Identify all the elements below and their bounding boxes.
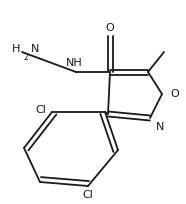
Text: Cl: Cl <box>35 105 46 115</box>
Text: O: O <box>170 89 179 99</box>
Text: NH: NH <box>66 58 82 68</box>
Text: 2: 2 <box>24 53 29 62</box>
Text: Cl: Cl <box>83 190 93 200</box>
Text: H: H <box>12 44 20 54</box>
Text: O: O <box>106 23 114 33</box>
Text: N: N <box>156 122 164 132</box>
Text: N: N <box>31 44 39 54</box>
